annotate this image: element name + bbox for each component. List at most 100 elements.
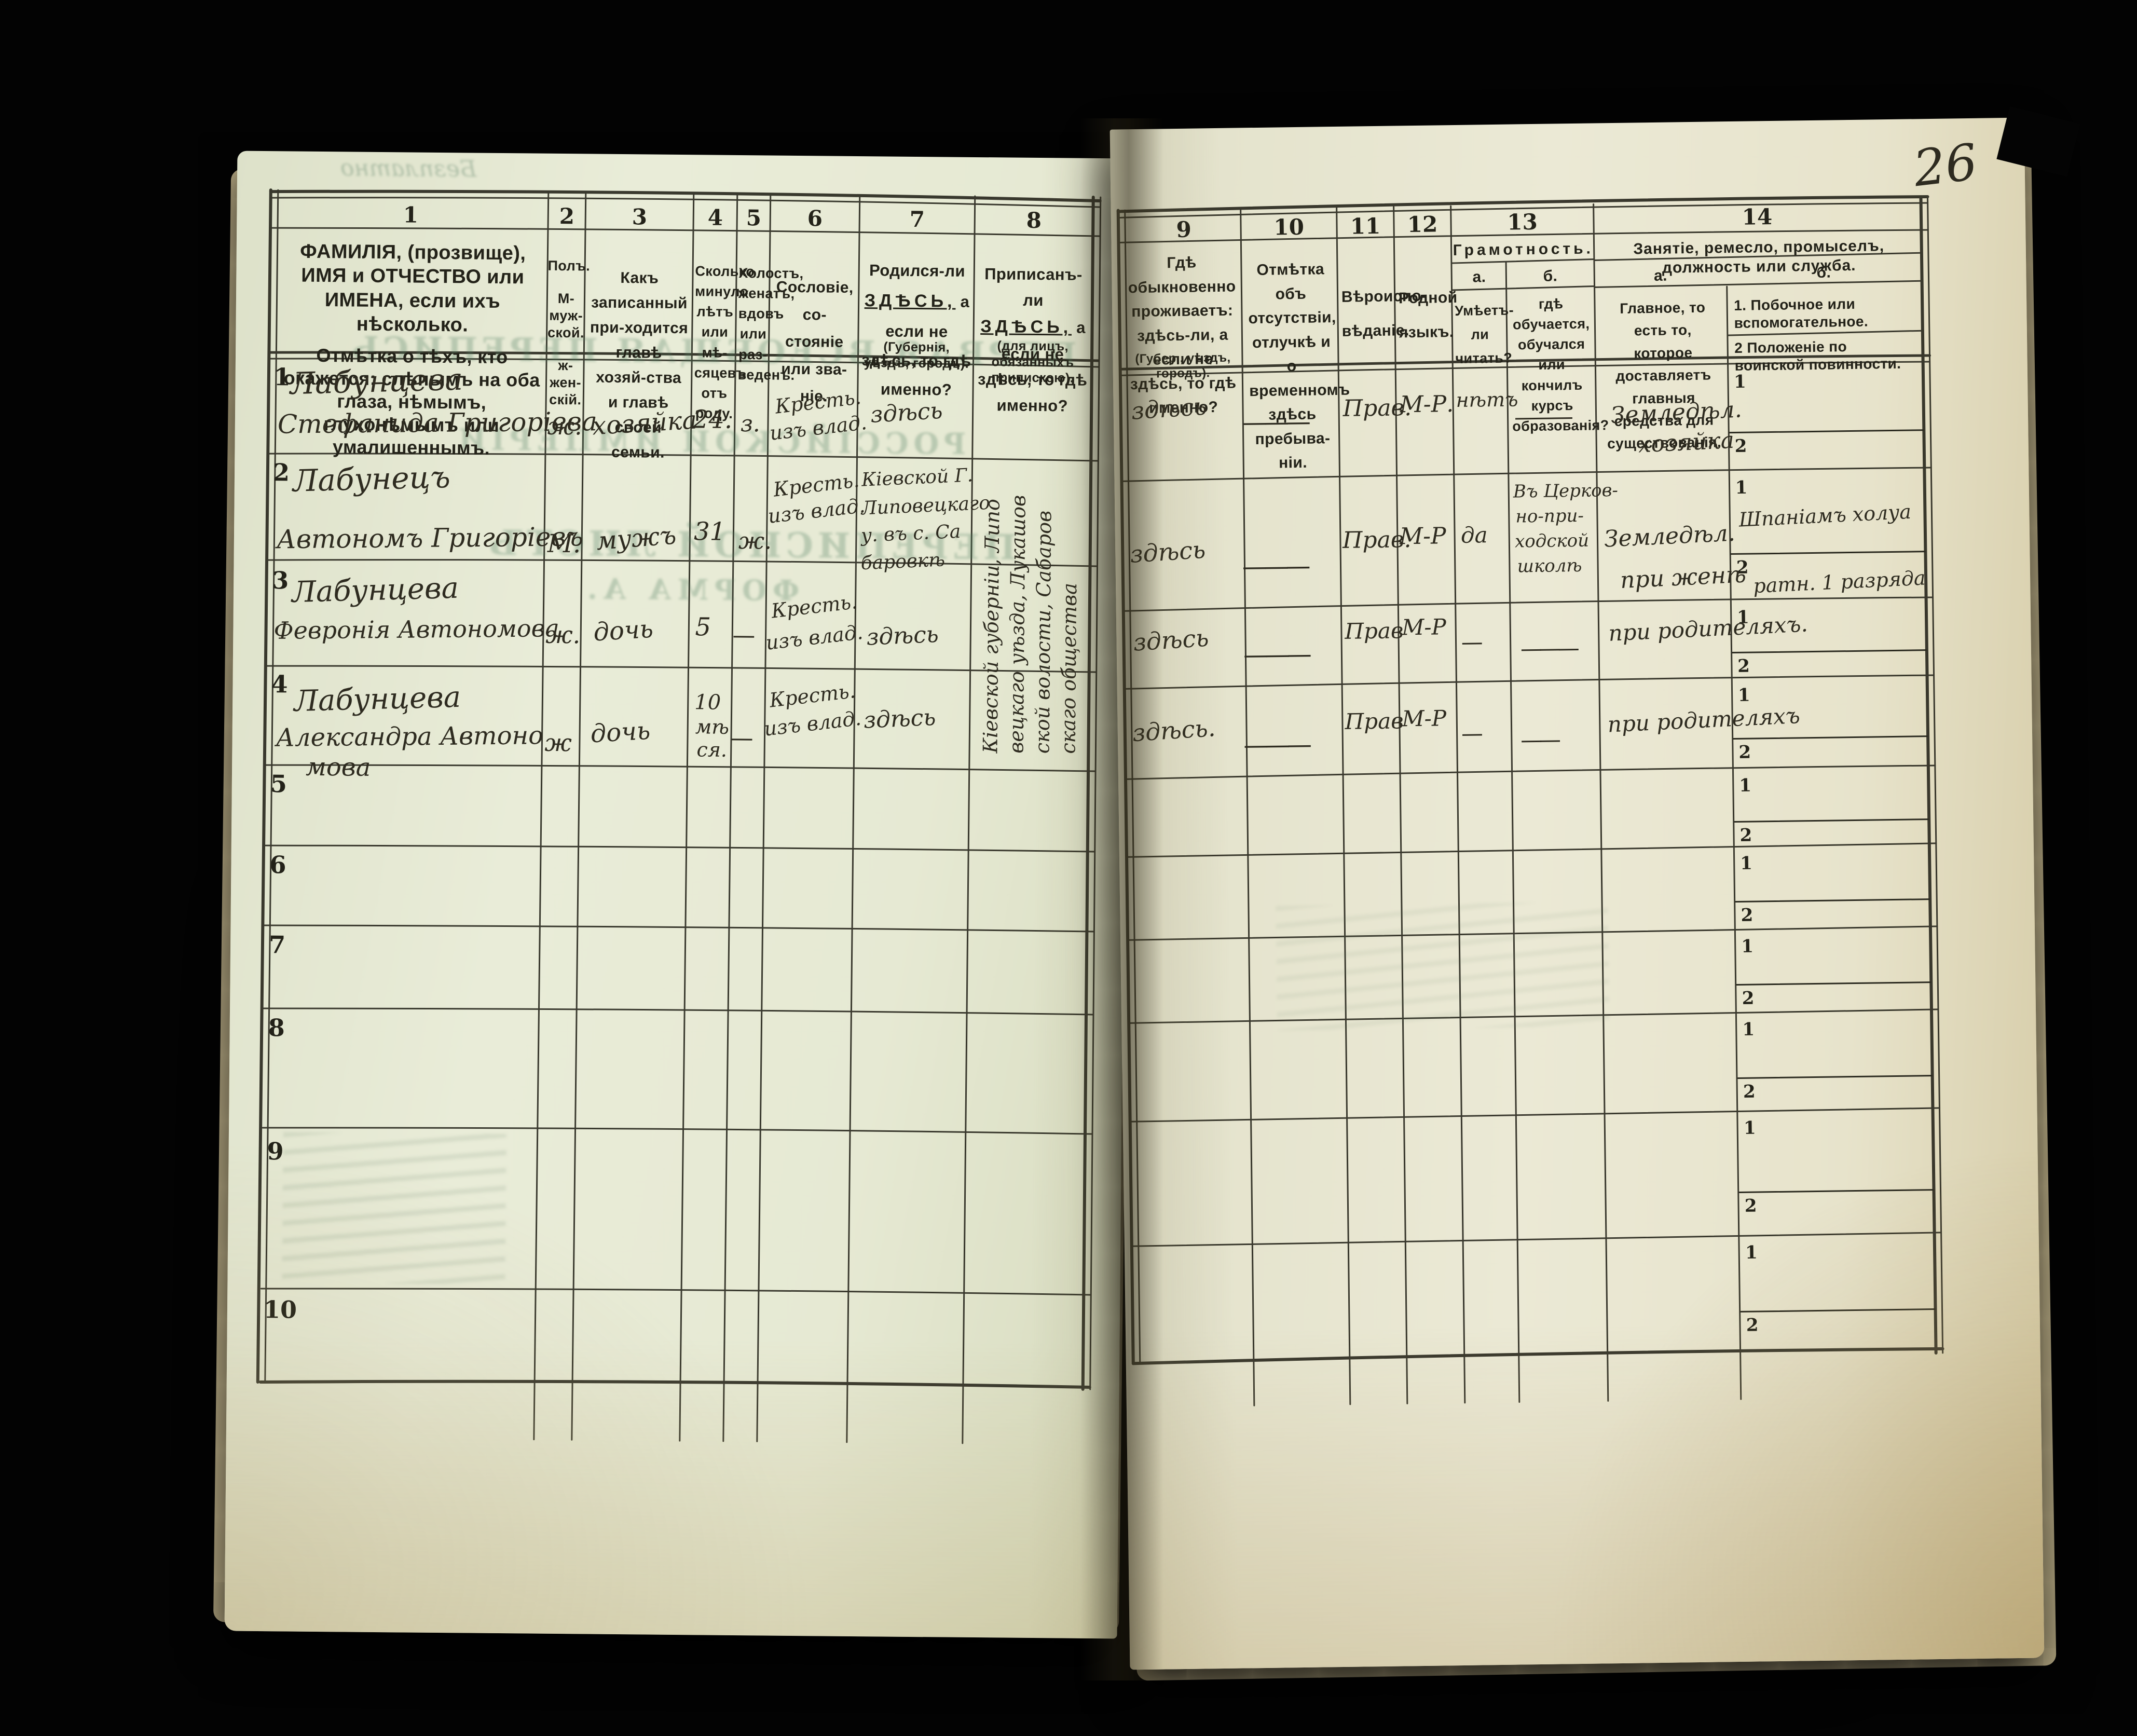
show-through-smudge bbox=[282, 1132, 506, 1285]
header-col14a-label: а. bbox=[1653, 267, 1668, 284]
subrow-label-1: 1 bbox=[1741, 936, 1754, 957]
cell-age: 5 bbox=[695, 612, 711, 642]
subrow-label-2: 2 bbox=[1746, 1315, 1759, 1336]
subrow-label-1: 1 bbox=[1740, 853, 1753, 874]
cell-surname: Лабунцева bbox=[289, 361, 463, 402]
cell-age: 24. bbox=[692, 405, 733, 434]
cell-surname: Лабунцева bbox=[291, 571, 459, 610]
header-col2-l3: ж-жен-скій. bbox=[549, 357, 582, 407]
subrow-label-1: 1 bbox=[1735, 477, 1748, 498]
cell-age: мѣ bbox=[695, 715, 730, 739]
header-col14b2-text: 2 Положеніе по воинской повинности. bbox=[1734, 338, 1901, 374]
cell-education: —— bbox=[1520, 727, 1558, 753]
col-number-12: 12 bbox=[1407, 211, 1438, 238]
cell-education: ——— bbox=[1520, 635, 1577, 662]
header-col5: Холостъ, женатъ, вдовъ или раз-веденъ. bbox=[737, 265, 804, 383]
row-number: 10 bbox=[263, 1295, 297, 1324]
row-number: 2 bbox=[272, 458, 290, 487]
cell-literacy: нѣтъ bbox=[1456, 388, 1518, 412]
cell-relation: дочь bbox=[592, 614, 654, 647]
cell-sex: ж. bbox=[545, 620, 581, 649]
cell-sex: ж bbox=[544, 728, 572, 757]
page-left: Безплатно ПЕРВАЯ ВСЕОБЩАЯ ПЕРЕПИСЬ РОССІ… bbox=[224, 151, 1130, 1639]
cell-language: М-Р bbox=[1399, 523, 1446, 550]
col-number-5: 5 bbox=[746, 205, 762, 231]
subrow-label-1: 1 bbox=[1743, 1117, 1756, 1139]
header-col14b1-text: 1. Побочное или вспомогательное. bbox=[1733, 295, 1869, 332]
cell-age: ся. bbox=[696, 738, 728, 761]
subrow-label-2: 2 bbox=[1742, 988, 1755, 1009]
subrow-label-2: 2 bbox=[1739, 825, 1752, 846]
cell-surname: Лабунцева bbox=[293, 680, 461, 719]
col-number-6: 6 bbox=[807, 206, 823, 231]
row-number: 3 bbox=[272, 566, 289, 595]
show-through-free-note: Безплатно bbox=[340, 155, 477, 183]
cell-age: 10 bbox=[694, 690, 721, 715]
subrow-label-1: 1 bbox=[1739, 775, 1752, 796]
col-number-3: 3 bbox=[632, 204, 648, 230]
row-number: 8 bbox=[268, 1014, 285, 1042]
header-col11: Вѣроиспо-вѣданіе. bbox=[1341, 287, 1427, 340]
subrow-label-2: 2 bbox=[1743, 1081, 1756, 1102]
header-col13b-label: б. bbox=[1543, 267, 1558, 285]
show-through-smudge-right bbox=[1276, 901, 1610, 1031]
cell-education: ——— bbox=[1514, 404, 1571, 430]
header-col10: Отмѣтка объ отсутствіи, отлучкѣ и о врем… bbox=[1248, 261, 1350, 472]
cell-birthplace: у. въ с. Са bbox=[860, 521, 962, 547]
cell-education: но-при- bbox=[1515, 505, 1584, 527]
table-grid-left bbox=[256, 188, 1102, 1444]
cell-birthplace: здѣсь bbox=[869, 397, 943, 429]
header-col7-zdes: ЗДѢСЬ, bbox=[864, 290, 956, 311]
cell-religion: Прав bbox=[1345, 708, 1404, 734]
subrow-label-2: 2 bbox=[1734, 435, 1747, 457]
header-col13-title: Грамотность. bbox=[1453, 240, 1594, 259]
cell-language: М-Р. bbox=[1400, 391, 1454, 418]
col-number-11: 11 bbox=[1350, 213, 1381, 239]
cell-language: М-Р bbox=[1402, 705, 1447, 732]
cell-birthplace: баровкѣ bbox=[860, 549, 946, 575]
header-col2-l2: М-муж-ской. bbox=[547, 290, 584, 341]
cell-marital: з. bbox=[740, 411, 761, 438]
header-col1-title: ФАМИЛІЯ, (прозвище), ИМЯ и ОТЧЕСТВО или … bbox=[300, 240, 526, 336]
cell-education: Въ Церков- bbox=[1513, 480, 1619, 502]
book-gutter-shadow bbox=[1080, 118, 1163, 1680]
header-col2-l1: Полъ. bbox=[547, 257, 591, 274]
subrow-label-2: 2 bbox=[1738, 742, 1751, 763]
page-number-handwritten: 26 bbox=[1910, 132, 1981, 198]
registration-line: ской волости, Сабаров bbox=[1031, 510, 1056, 754]
col-number-14: 14 bbox=[1742, 203, 1773, 230]
cell-absence: ——— bbox=[1242, 551, 1308, 582]
row-number: 7 bbox=[268, 931, 286, 959]
cell-registration-vertical: Кіевской губерніи, Липо вецкаго уѣзда, Л… bbox=[977, 365, 1087, 754]
cell-marital: — bbox=[730, 725, 750, 752]
cell-literacy: да bbox=[1460, 522, 1488, 548]
header-col14b-label: б. bbox=[1816, 264, 1831, 281]
cell-occupation-main: хозяйка bbox=[1637, 427, 1735, 458]
header-col12: Родной языкъ. bbox=[1398, 289, 1458, 341]
cell-surname: Лабунецъ bbox=[292, 459, 451, 499]
cell-education: школѣ bbox=[1517, 555, 1582, 577]
col-number-8: 8 bbox=[1026, 207, 1042, 234]
cell-given-name: мова bbox=[305, 752, 371, 782]
cell-relation: дочь bbox=[590, 716, 651, 749]
cell-given-name: Александра Автоно bbox=[276, 721, 544, 753]
cell-birthplace: здѣсь bbox=[862, 704, 937, 734]
subrow-label-2: 2 bbox=[1741, 905, 1754, 926]
subrow-label-1: 1 bbox=[1737, 685, 1750, 706]
subrow-label-1: 1 bbox=[1745, 1242, 1758, 1263]
header-col7-paren: (Губернія, уѣздъ, городъ). bbox=[864, 339, 969, 371]
cell-literacy: — bbox=[1461, 720, 1481, 746]
header-col13a-label: а. bbox=[1472, 268, 1486, 286]
subrow-label-1: 1 bbox=[1742, 1019, 1755, 1040]
col-number-7: 7 bbox=[909, 206, 925, 233]
cell-absence: ——— bbox=[1243, 730, 1309, 760]
header-col2: Полъ. М-муж-ской. ж-жен-скій. bbox=[546, 257, 591, 408]
header-col4: Сколько минуло лѣтъ или мѣ-сяцевъ отъ ро… bbox=[694, 263, 755, 421]
subrow-label-1: 1 bbox=[1733, 371, 1747, 392]
col-number-1: 1 bbox=[403, 202, 419, 228]
cell-given-name: Автономъ Григоріевъ bbox=[276, 522, 584, 555]
cell-marital: ж. bbox=[738, 528, 772, 555]
cell-marital: — bbox=[732, 622, 752, 649]
cell-sex: ж. bbox=[547, 412, 583, 441]
col-number-13: 13 bbox=[1506, 209, 1538, 235]
